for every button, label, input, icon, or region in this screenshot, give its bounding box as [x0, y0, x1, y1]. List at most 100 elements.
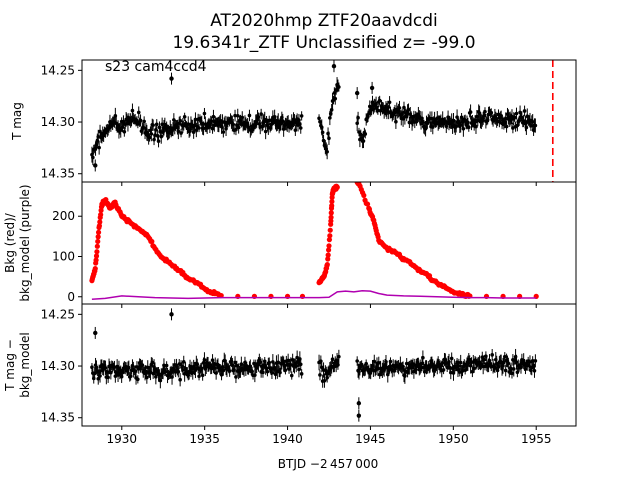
data-point — [523, 367, 528, 371]
data-point — [361, 139, 366, 143]
data-point — [278, 370, 282, 375]
data-point — [178, 118, 182, 123]
data-point — [407, 120, 412, 125]
data-point — [530, 119, 535, 124]
data-point — [289, 363, 293, 367]
data-point — [142, 119, 146, 124]
bkg-point — [334, 184, 340, 190]
bkg-point — [95, 234, 101, 240]
data-point — [355, 359, 359, 363]
data-point — [235, 113, 240, 118]
bkg-point — [324, 261, 330, 268]
data-point — [298, 362, 303, 367]
data-point — [517, 119, 521, 123]
data-point — [404, 361, 409, 366]
data-point — [197, 126, 201, 130]
data-point — [141, 125, 146, 130]
y-axis-label: Bkg (red)/ — [3, 212, 17, 273]
data-point — [270, 370, 274, 375]
data-point — [253, 373, 257, 377]
data-point — [337, 85, 341, 89]
data-point — [90, 365, 94, 370]
x-tick-label: 1935 — [189, 432, 220, 446]
data-point — [448, 370, 453, 375]
data-point — [118, 128, 123, 132]
y-tick-label: 14.25 — [41, 63, 75, 77]
data-point — [172, 118, 176, 122]
data-point — [521, 119, 526, 123]
data-point — [388, 359, 393, 364]
bkg-point — [326, 243, 332, 249]
data-point — [532, 368, 537, 373]
y-tick-label: 14.30 — [41, 115, 75, 129]
y-axis-label: bkg_model (purple) — [18, 184, 32, 301]
data-point — [458, 360, 463, 365]
data-point — [330, 357, 335, 362]
data-point — [289, 373, 294, 378]
data-point — [502, 354, 507, 359]
data-point — [271, 360, 275, 364]
bkg-point — [329, 198, 335, 205]
data-point — [163, 369, 168, 374]
data-point — [164, 363, 169, 368]
bkg-point — [325, 247, 332, 253]
y-tick-label: 100 — [52, 249, 75, 263]
outlier-point — [93, 330, 98, 336]
bkg-point — [327, 233, 333, 239]
data-point — [219, 372, 224, 377]
bkg-point — [326, 237, 333, 243]
data-point — [100, 363, 104, 367]
data-point — [502, 360, 506, 365]
data-point — [140, 363, 145, 367]
data-point — [272, 365, 277, 370]
y-axis-label: T mag − — [3, 339, 17, 392]
data-point — [150, 360, 155, 365]
data-point — [136, 377, 140, 382]
bkg-point — [94, 243, 100, 249]
data-point — [232, 368, 236, 372]
data-point — [333, 96, 338, 101]
data-point — [233, 360, 237, 365]
bkg-point — [329, 203, 335, 209]
data-point — [319, 359, 323, 363]
data-point — [363, 132, 368, 136]
data-point — [121, 119, 126, 124]
plot-area: 14.25 14.30 14.35 T mag s23 cam4ccd4 0 100 200 B… — [3, 59, 577, 446]
data-point — [356, 115, 360, 120]
data-point — [200, 373, 205, 378]
data-point — [533, 359, 538, 363]
data-point — [256, 115, 261, 119]
x-tick-label: 1940 — [272, 432, 303, 446]
outlier-point — [331, 64, 337, 69]
data-point — [127, 365, 131, 370]
data-point — [176, 129, 181, 134]
data-point — [496, 112, 501, 117]
data-point — [210, 126, 215, 131]
data-point — [182, 115, 187, 119]
data-point — [372, 359, 377, 364]
panel-bkg-frame — [81, 181, 577, 305]
data-point — [96, 134, 101, 139]
data-point — [156, 139, 161, 143]
bkg-point — [93, 253, 100, 259]
data-point — [252, 361, 256, 366]
data-point — [320, 130, 325, 135]
data-point — [202, 111, 207, 116]
data-point — [319, 365, 324, 370]
data-point — [447, 359, 451, 364]
data-point — [112, 365, 117, 369]
bkg-model-line — [91, 289, 537, 300]
data-point — [440, 361, 445, 365]
bkg-point — [98, 212, 104, 218]
data-point — [468, 110, 473, 114]
data-point — [267, 360, 272, 365]
data-point — [265, 369, 270, 374]
data-point — [178, 377, 182, 382]
x-tick-label: 1930 — [107, 432, 138, 446]
data-point — [387, 100, 392, 105]
data-point — [490, 353, 494, 357]
data-point — [283, 368, 288, 372]
data-point — [506, 361, 511, 366]
panel-bkg-marks — [89, 182, 539, 300]
panel-tmag_corr-marks — [90, 308, 538, 422]
